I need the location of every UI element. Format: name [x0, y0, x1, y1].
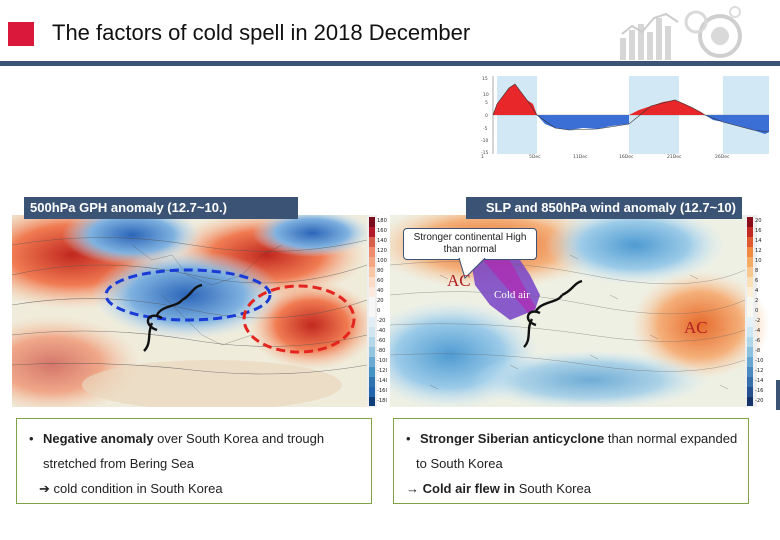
edge-tab	[776, 380, 780, 410]
cold-air-label: Cold air	[494, 289, 530, 301]
svg-text:16Dec: 16Dec	[619, 154, 634, 160]
colorbar-tick: -140	[377, 378, 387, 384]
svg-text:-5: -5	[483, 126, 488, 132]
svg-text:5Dec: 5Dec	[529, 154, 541, 160]
colorbar-tick: -120	[377, 368, 387, 374]
colorbar-tick: 20	[755, 218, 762, 224]
colorbar-tick: -4	[755, 328, 761, 334]
colorbar-tick: -2	[755, 318, 760, 324]
colorbar-tick: 6	[755, 278, 758, 284]
colorbar-tick: -6	[755, 338, 760, 344]
colorbar-tick: 0	[377, 308, 380, 314]
svg-text:21Dec: 21Dec	[667, 154, 682, 160]
right-explanation-box: • Stronger Siberian anticyclone than norm…	[393, 418, 749, 504]
colorbar-tick: -40	[377, 328, 385, 334]
right-line-2: to South Korea	[416, 456, 503, 471]
colorbar-tick: 0	[755, 308, 758, 314]
svg-text:0: 0	[485, 113, 488, 119]
colorbar-tick: -60	[377, 338, 385, 344]
colorbar-tick: -20	[377, 318, 385, 324]
colorbar-tick: 100	[377, 258, 387, 264]
colorbar-tick: 80	[377, 268, 384, 274]
colorbar-tick: 140	[377, 238, 387, 244]
chart-logo-icon	[620, 6, 742, 60]
colorbar-tick: 120	[377, 248, 387, 254]
left-explanation-box: • Negative anomaly over South Korea and t…	[16, 418, 372, 504]
temperature-timeseries-chart: 15 10 5 0 -5 -10 -15 1 5Dec 11Dec 16Dec …	[479, 74, 771, 160]
anticyclone-label: AC	[447, 271, 471, 290]
colorbar-tick: 12	[755, 248, 762, 254]
ts-ytick: 15	[482, 76, 488, 82]
colorbar-tick: 180	[377, 218, 387, 224]
callout-pointer	[458, 258, 486, 279]
right-map-label: SLP and 850hPa wind anomaly (12.7~10)	[466, 197, 742, 219]
colorbar-tick: -14	[755, 378, 764, 384]
svg-text:-10: -10	[481, 138, 488, 144]
colorbar-tick: 10	[755, 258, 762, 264]
title-underline	[0, 61, 780, 66]
colorbar-tick: -80	[377, 348, 385, 354]
colorbar-tick: 2	[755, 298, 758, 304]
colorbar-tick: 8	[755, 268, 758, 274]
colorbar-tick: 16	[755, 228, 762, 234]
left-line-3: ➔ cold condition in South Korea	[39, 481, 223, 496]
colorbar-tick: -20	[755, 398, 763, 404]
page-title: The factors of cold spell in 2018 Decemb…	[52, 20, 471, 45]
colorbar-tick: -10	[755, 358, 763, 364]
colorbar-tick: -160	[377, 388, 387, 394]
left-map-label: 500hPa GPH anomaly (12.7~10.)	[24, 197, 298, 219]
anticyclone-label-east: AC	[684, 318, 708, 337]
left-line-1: • Negative anomaly over South Korea and t…	[29, 431, 325, 446]
svg-text:1: 1	[481, 154, 484, 160]
right-line-3: → Cold air flew in South Korea	[406, 481, 591, 496]
colorbar-tick: 160	[377, 228, 387, 234]
colorbar-tick: -180	[377, 398, 387, 404]
gph-anomaly-map: 180 160 140 120 100 80 60 40 20 0 -20 -40 -60 -80 -100…	[12, 215, 387, 407]
svg-text:-15: -15	[481, 150, 488, 156]
colorbar-tick: 60	[377, 278, 384, 284]
colorbar-tick: 14	[755, 238, 762, 244]
svg-text:5: 5	[485, 100, 488, 106]
svg-text:26Dec: 26Dec	[715, 154, 730, 160]
colorbar-tick: -100	[377, 358, 387, 364]
title-marker	[8, 22, 34, 46]
right-line-1: • Stronger Siberian anticyclone than norm…	[406, 431, 738, 446]
colorbar-tick: 20	[377, 298, 384, 304]
colorbar-tick: -16	[755, 388, 763, 394]
colorbar-tick: 40	[377, 288, 384, 294]
colorbar-tick: -8	[755, 348, 760, 354]
svg-text:10: 10	[483, 92, 489, 98]
left-line-2: stretched from Bering Sea	[43, 456, 195, 471]
continental-high-callout: Stronger continental High than normal	[403, 228, 537, 260]
colorbar-tick: -12	[755, 368, 763, 374]
colorbar-tick: 4	[755, 288, 759, 294]
svg-text:11Dec: 11Dec	[573, 154, 588, 160]
